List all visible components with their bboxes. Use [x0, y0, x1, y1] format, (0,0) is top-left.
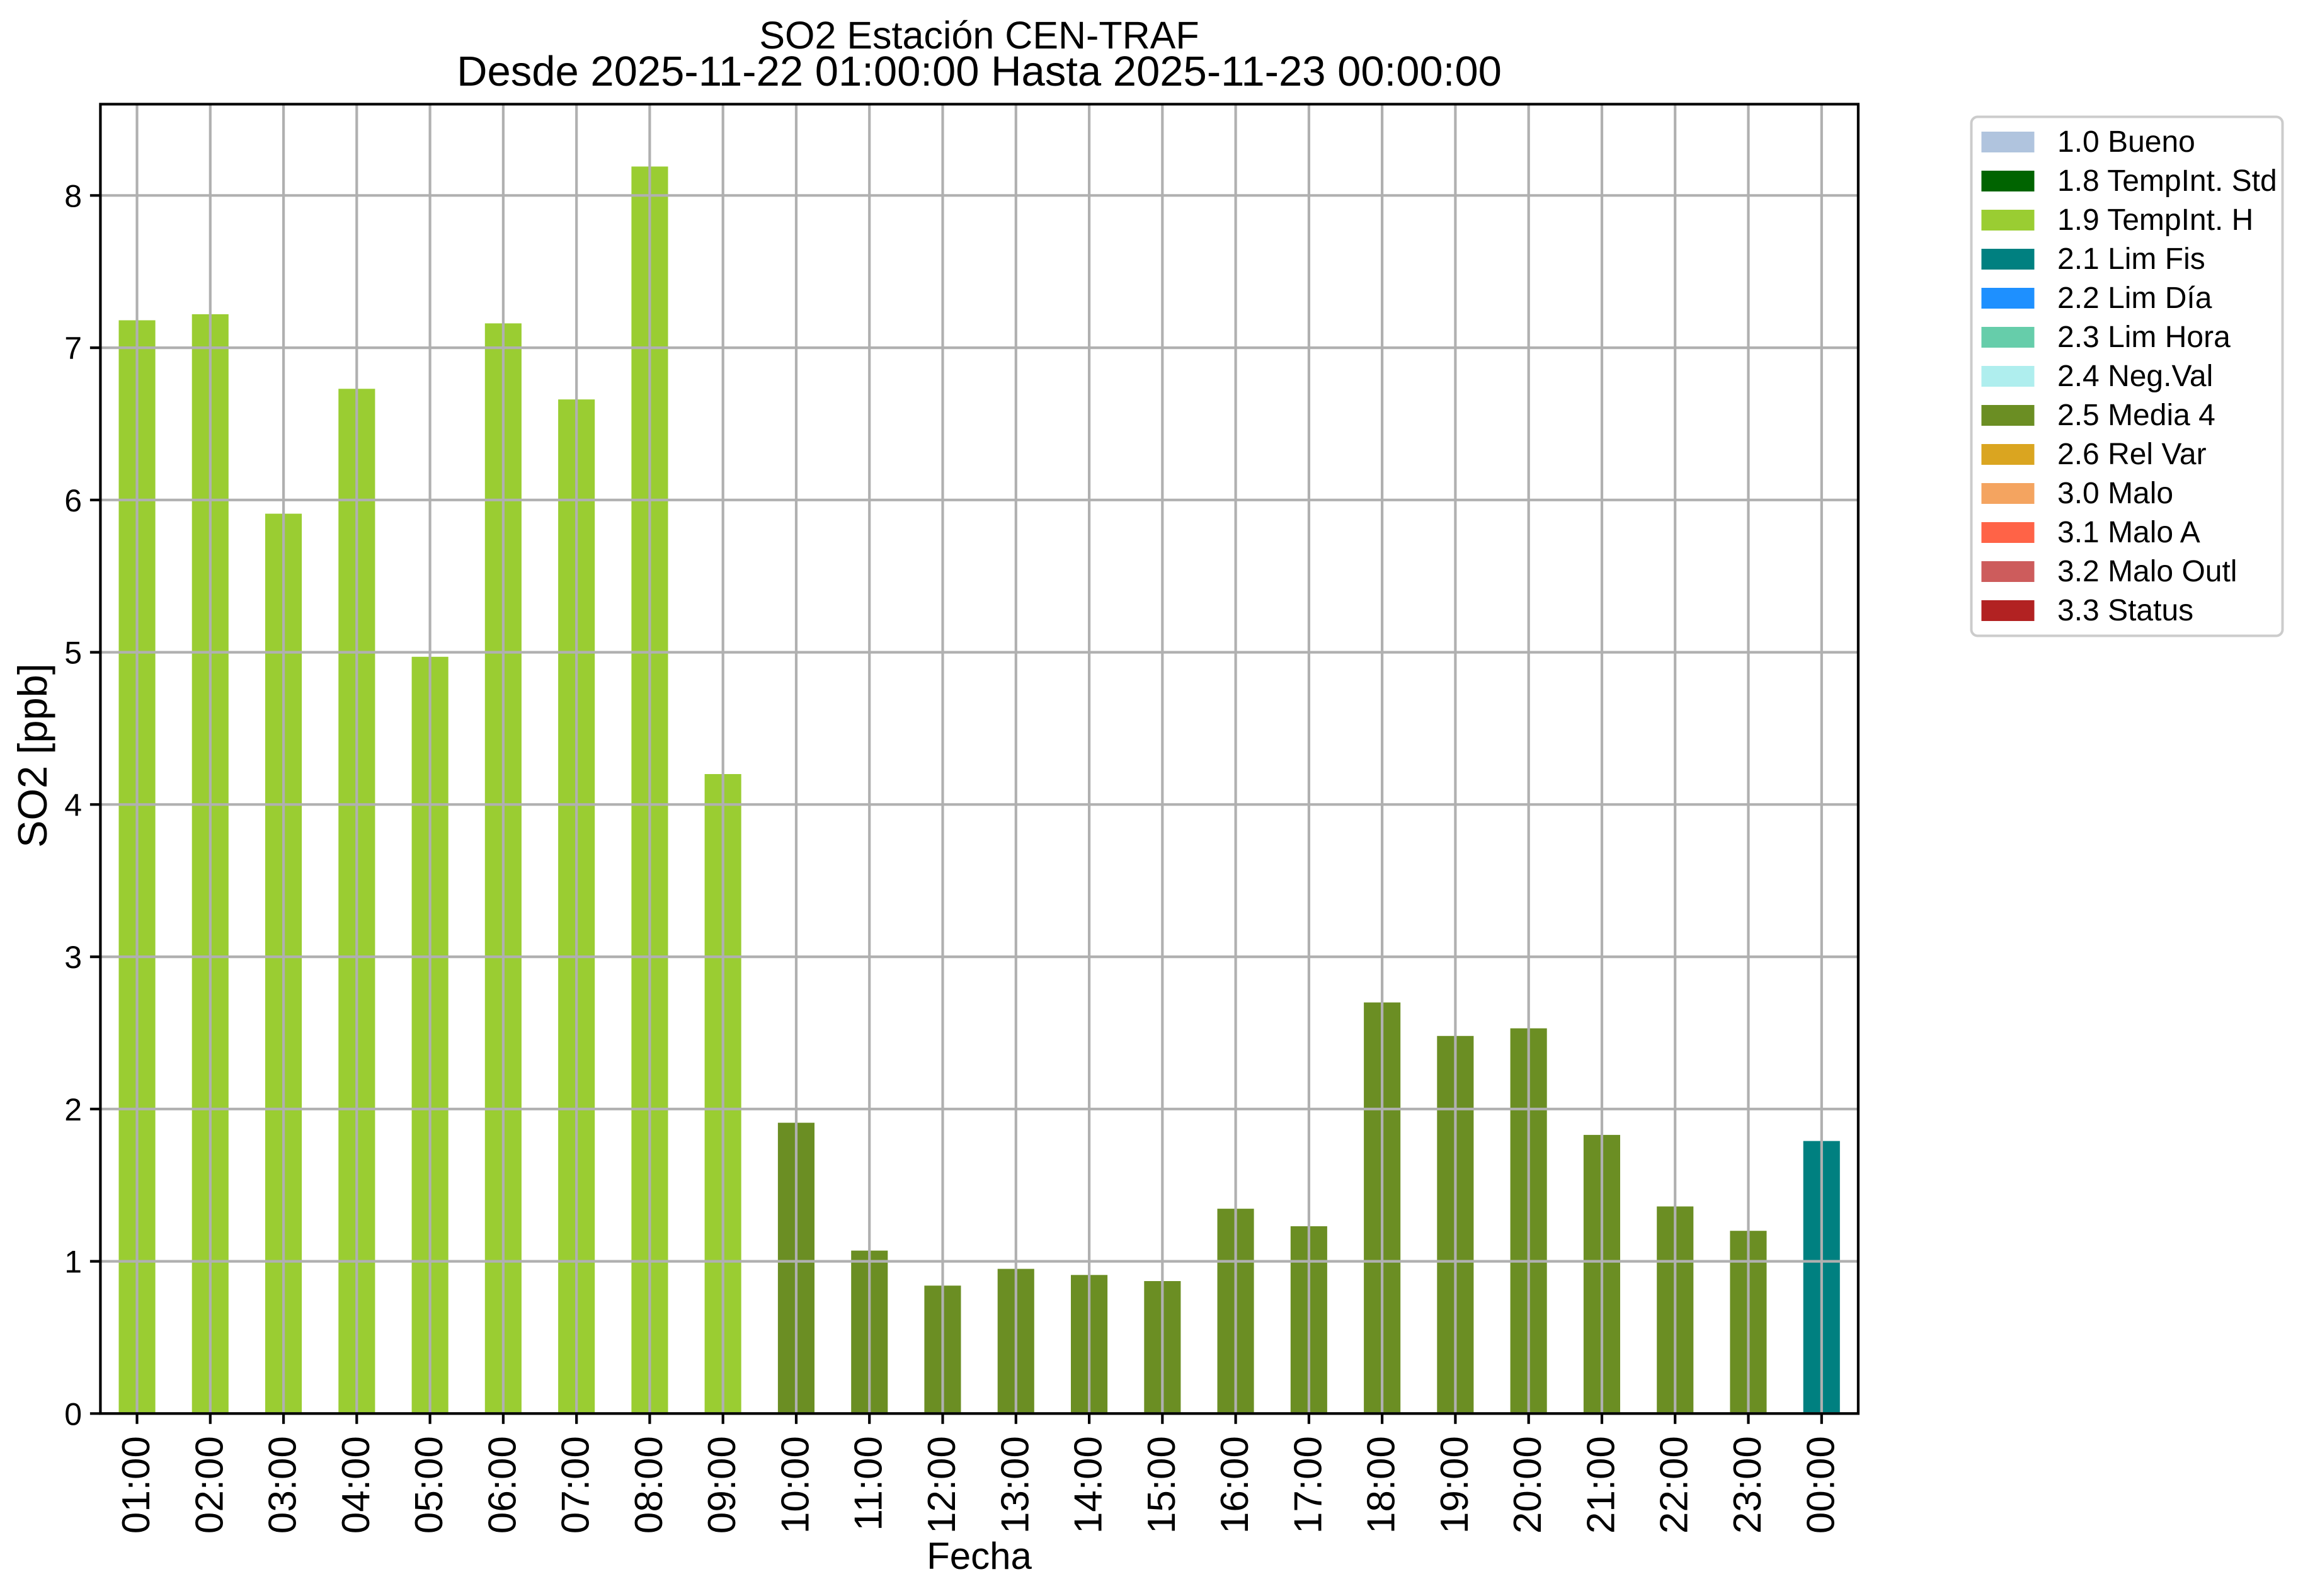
svg-text:5: 5 — [64, 636, 82, 671]
svg-text:06:00: 06:00 — [481, 1436, 524, 1534]
svg-text:01:00: 01:00 — [115, 1436, 158, 1534]
svg-text:11:00: 11:00 — [847, 1436, 891, 1531]
svg-text:02:00: 02:00 — [188, 1436, 231, 1534]
svg-text:0: 0 — [64, 1396, 82, 1432]
svg-text:8: 8 — [64, 178, 82, 214]
svg-text:3.3 Status: 3.3 Status — [2057, 594, 2193, 627]
svg-text:2.1 Lim Fis: 2.1 Lim Fis — [2057, 242, 2205, 276]
svg-text:05:00: 05:00 — [408, 1436, 451, 1534]
svg-text:3.1 Malo A: 3.1 Malo A — [2057, 516, 2200, 549]
svg-text:1.0 Bueno: 1.0 Bueno — [2057, 125, 2195, 159]
svg-text:3.2 Malo Outl: 3.2 Malo Outl — [2057, 555, 2237, 588]
svg-text:12:00: 12:00 — [920, 1436, 964, 1534]
svg-text:17:00: 17:00 — [1286, 1436, 1330, 1534]
svg-text:1.9 TempInt. H: 1.9 TempInt. H — [2057, 203, 2253, 237]
svg-text:2.2 Lim Día: 2.2 Lim Día — [2057, 282, 2212, 315]
svg-text:21:00: 21:00 — [1580, 1436, 1623, 1534]
svg-text:23:00: 23:00 — [1726, 1436, 1769, 1534]
svg-text:10:00: 10:00 — [774, 1436, 818, 1534]
svg-text:Desde 2025-11-22 01:00:00 Hast: Desde 2025-11-22 01:00:00 Hasta 2025-11-… — [457, 48, 1502, 95]
svg-text:1: 1 — [64, 1245, 82, 1280]
svg-text:14:00: 14:00 — [1067, 1436, 1111, 1534]
svg-text:19:00: 19:00 — [1433, 1436, 1477, 1534]
svg-text:15:00: 15:00 — [1140, 1436, 1184, 1534]
svg-text:2.3 Lim Hora: 2.3 Lim Hora — [2057, 321, 2231, 354]
svg-text:2.4 Neg.Val: 2.4 Neg.Val — [2057, 360, 2213, 393]
svg-text:03:00: 03:00 — [261, 1436, 305, 1534]
svg-text:22:00: 22:00 — [1653, 1436, 1696, 1534]
svg-text:13:00: 13:00 — [993, 1436, 1037, 1534]
svg-text:SO2 Estación CEN-TRAF: SO2 Estación CEN-TRAF — [759, 14, 1199, 57]
svg-text:20:00: 20:00 — [1506, 1436, 1550, 1534]
svg-text:07:00: 07:00 — [554, 1436, 598, 1534]
svg-text:7: 7 — [64, 331, 82, 366]
svg-text:2: 2 — [64, 1092, 82, 1127]
svg-text:1.8 TempInt. Std: 1.8 TempInt. Std — [2057, 164, 2277, 198]
svg-text:4: 4 — [64, 787, 82, 823]
svg-text:6: 6 — [64, 483, 82, 518]
svg-text:16:00: 16:00 — [1213, 1436, 1257, 1534]
svg-text:2.5 Media 4: 2.5 Media 4 — [2057, 399, 2215, 432]
svg-text:09:00: 09:00 — [700, 1436, 744, 1534]
svg-text:SO2 [ppb]: SO2 [ppb] — [9, 663, 55, 848]
svg-text:08:00: 08:00 — [627, 1436, 671, 1534]
svg-text:04:00: 04:00 — [334, 1436, 378, 1534]
svg-text:Fecha: Fecha — [927, 1535, 1032, 1577]
svg-text:00:00: 00:00 — [1799, 1436, 1843, 1534]
svg-text:3: 3 — [64, 940, 82, 975]
svg-text:2.6 Rel Var: 2.6 Rel Var — [2057, 438, 2207, 471]
svg-text:18:00: 18:00 — [1360, 1436, 1403, 1534]
svg-text:3.0 Malo: 3.0 Malo — [2057, 477, 2173, 510]
